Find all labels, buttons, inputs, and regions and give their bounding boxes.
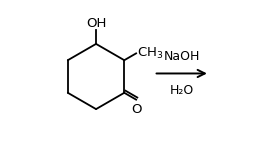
Text: O: O — [132, 103, 142, 116]
Text: H₂O: H₂O — [170, 84, 194, 97]
Text: CH$_3$: CH$_3$ — [137, 46, 163, 61]
Text: OH: OH — [86, 17, 106, 30]
Text: NaOH: NaOH — [163, 50, 200, 63]
